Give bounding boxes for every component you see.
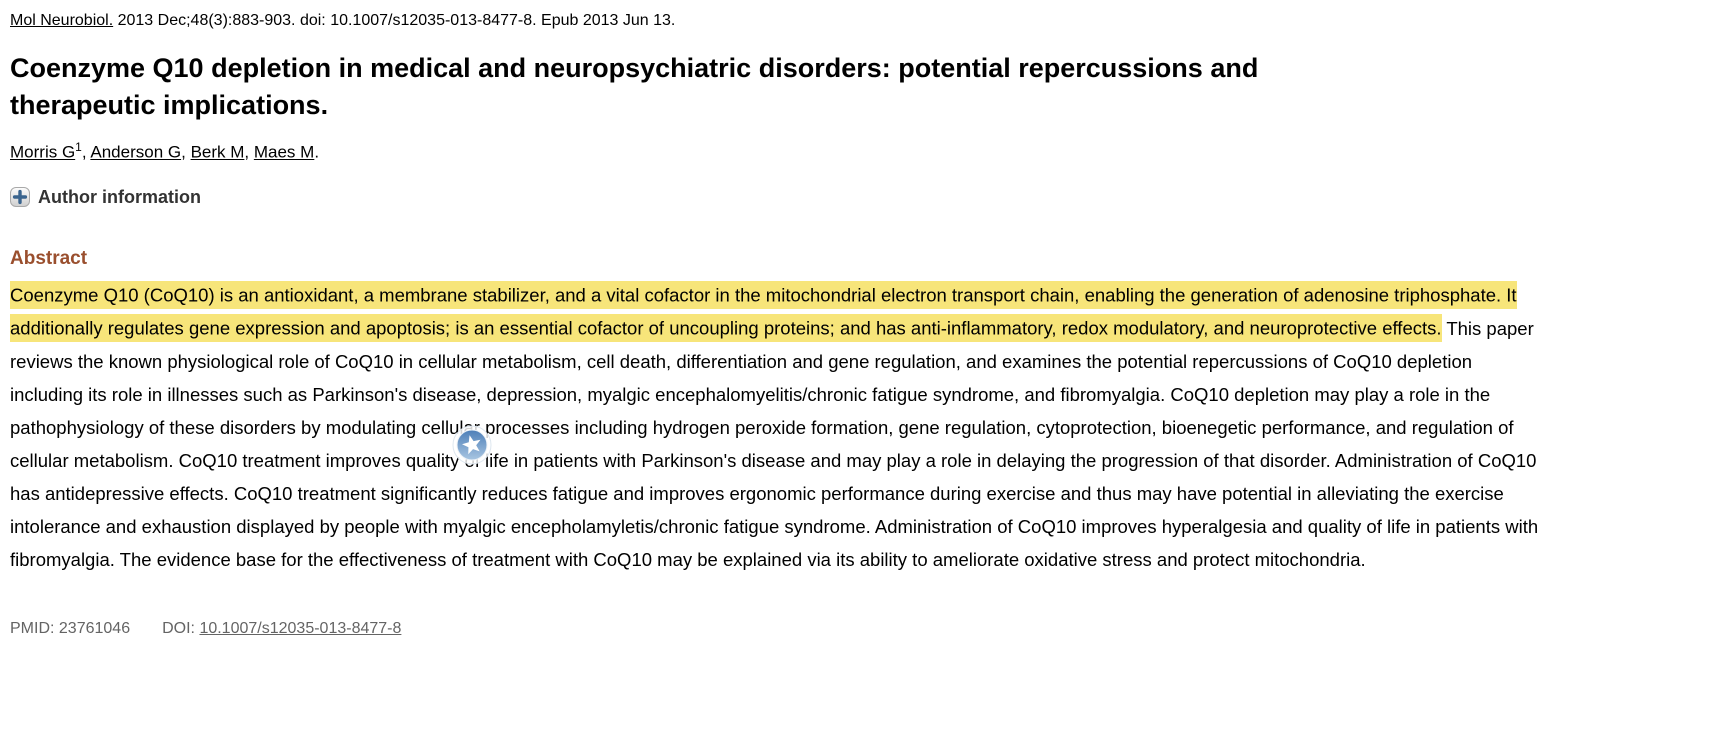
author-information-label[interactable]: Author information [38,186,201,207]
abstract-text: Coenzyme Q10 (CoQ10) is an antioxidant, … [10,279,1542,576]
doi-link[interactable]: 10.1007/s12035-013-8477-8 [199,619,402,637]
author-separator: , [244,142,254,162]
article-ids-footer: PMID: 23761046 DOI: 10.1007/s12035-013-84… [10,620,1726,638]
plus-icon[interactable] [10,187,30,208]
citation-text: 2013 Dec;48(3):883-903. doi: 10.1007/s12… [113,12,676,29]
author-link-berk[interactable]: Berk M [190,142,245,162]
author-link-morris[interactable]: Morris G [10,142,76,162]
author-separator: , [81,142,91,162]
author-link-maes[interactable]: Maes M [253,142,315,162]
page-title: Coenzyme Q10 depletion in medical and ne… [10,53,1259,120]
doi-label: DOI: [162,619,195,637]
author-separator: , [181,142,191,162]
citation-line: Mol Neurobiol. 2013 Dec;48(3):883-903. d… [10,12,1726,30]
authors-terminator: . [314,142,320,162]
author-information-toggle[interactable]: Author information [10,187,201,208]
abstract-heading: Abstract [10,247,88,269]
author-affiliation-sup: 1 [75,140,82,154]
pmid-value: 23761046 [54,619,131,637]
highlighted-abstract-text: Coenzyme Q10 (CoQ10) is an antioxidant, … [10,281,1517,343]
pmid-label: PMID: [10,619,55,637]
abstract-page: Mol Neurobiol. 2013 Dec;48(3):883-903. d… [10,12,1726,638]
journal-link[interactable]: Mol Neurobiol. [10,12,114,29]
abstract-rest-text: This paper reviews the known physiologic… [10,317,1539,570]
author-link-anderson[interactable]: Anderson G [90,142,182,162]
authors-line: Morris G1, Anderson G, Berk M, Maes M. [10,140,1726,163]
star-badge-icon[interactable] [452,425,492,465]
